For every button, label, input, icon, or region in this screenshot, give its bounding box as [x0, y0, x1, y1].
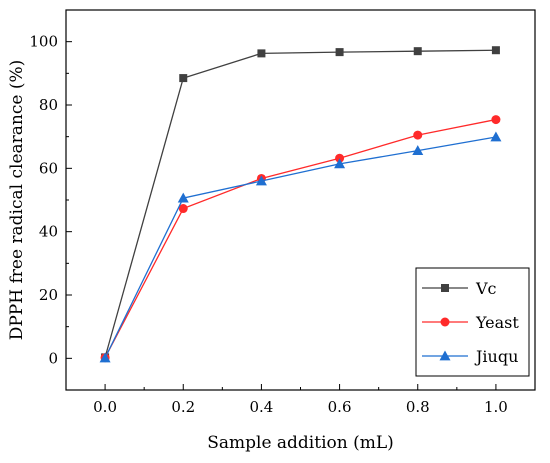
data-point	[257, 49, 266, 58]
series-jiuqu	[99, 131, 502, 363]
data-point	[335, 153, 345, 163]
x-tick-label: 0.0	[93, 398, 117, 416]
data-point	[334, 158, 346, 169]
x-tick-label: 0.8	[406, 398, 430, 416]
data-point	[413, 130, 423, 140]
series-line	[104, 118, 497, 359]
axes: 0.0 0.2 0.4 0.6 0.8 1.0 0 20 40 60 80 100	[29, 33, 507, 416]
legend-marker	[440, 317, 450, 327]
data-point	[413, 47, 422, 56]
y-tick-label: 60	[39, 159, 58, 177]
legend-marker	[439, 350, 451, 361]
series-line	[104, 136, 497, 359]
x-tick-label: 0.2	[171, 398, 195, 416]
legend-marker	[441, 284, 449, 292]
data-point	[177, 192, 189, 203]
x-tick-label: 1.0	[484, 398, 508, 416]
legend: Vc Yeast Jiuqu	[415, 267, 530, 377]
y-axis-title: DPPH free radical clearance (%)	[7, 60, 27, 341]
legend-label: Vc	[475, 279, 497, 298]
x-tick-label: 0.4	[249, 398, 273, 416]
series-line	[104, 49, 496, 358]
data-point	[491, 46, 500, 55]
data-point	[178, 204, 188, 214]
data-point	[335, 48, 344, 57]
legend-label: Jiuqu	[474, 347, 518, 366]
data-point	[490, 131, 502, 142]
x-tick-label: 0.6	[328, 398, 352, 416]
y-tick-label: 20	[39, 286, 58, 304]
y-tick-label: 0	[48, 349, 58, 367]
data-point	[99, 352, 111, 363]
y-tick-label: 40	[39, 223, 58, 241]
data-point	[412, 145, 424, 155]
y-tick-label: 80	[39, 96, 58, 114]
data-point	[255, 175, 267, 186]
legend-label: Yeast	[475, 313, 519, 332]
data-point	[491, 115, 501, 125]
x-axis-title: Sample addition (mL)	[207, 433, 394, 453]
series-group	[99, 46, 502, 363]
data-point	[179, 74, 188, 83]
y-tick-label: 100	[29, 33, 58, 51]
